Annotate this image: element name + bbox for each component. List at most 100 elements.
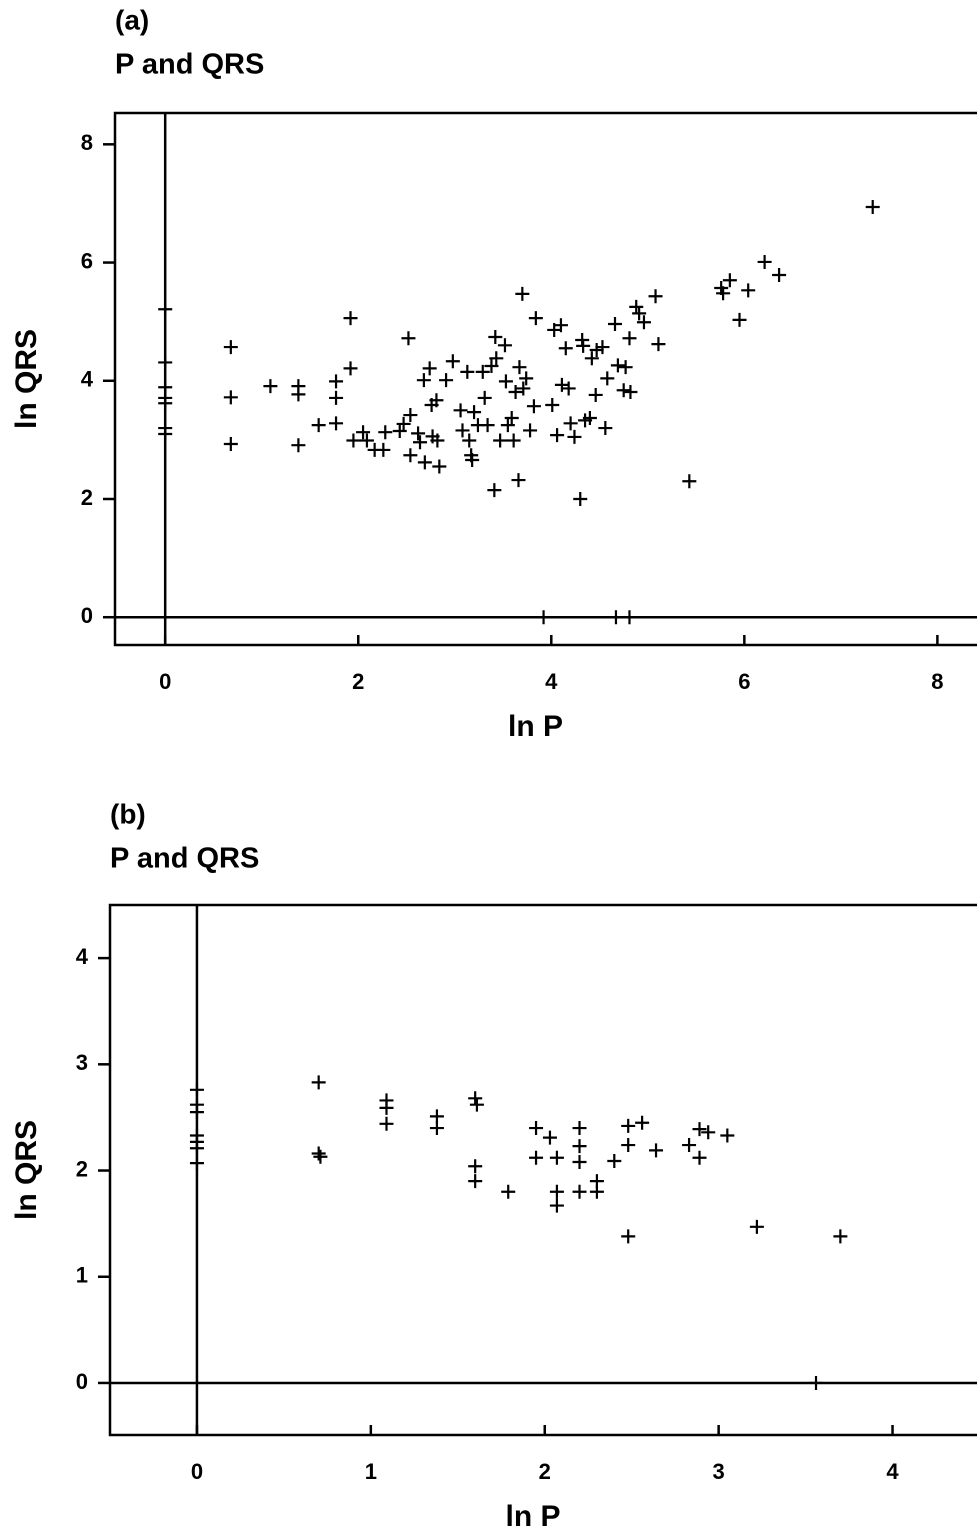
point <box>223 390 238 405</box>
point <box>865 199 880 214</box>
point <box>616 383 631 398</box>
point <box>757 254 772 269</box>
panel-label: (b) <box>110 798 146 829</box>
point <box>263 379 278 394</box>
point <box>529 1121 544 1136</box>
point <box>549 1150 564 1165</box>
point <box>469 1097 484 1112</box>
point <box>417 455 432 470</box>
point <box>621 1138 636 1153</box>
point <box>468 1159 483 1174</box>
point <box>411 426 426 441</box>
point <box>648 289 663 304</box>
point <box>158 426 173 441</box>
point <box>809 1375 824 1390</box>
point <box>621 1118 636 1133</box>
point <box>467 405 482 420</box>
point <box>649 1143 664 1158</box>
point <box>455 423 470 438</box>
point <box>311 1075 326 1090</box>
point <box>392 424 407 439</box>
y-tick-label: 1 <box>76 1263 88 1288</box>
point <box>682 1138 697 1153</box>
point <box>484 358 499 373</box>
point <box>359 433 374 448</box>
x-tick-label: 1 <box>365 1459 377 1484</box>
point <box>379 1100 394 1115</box>
x-tick-label: 0 <box>191 1459 203 1484</box>
point <box>422 361 437 376</box>
y-tick-label: 0 <box>76 1369 88 1394</box>
point <box>519 371 534 386</box>
point <box>480 418 495 433</box>
point <box>413 435 428 450</box>
point <box>610 358 625 373</box>
point <box>416 373 431 388</box>
point <box>582 411 597 426</box>
point <box>741 283 756 298</box>
point <box>749 1219 764 1234</box>
point <box>595 340 610 355</box>
point <box>600 371 615 386</box>
y-tick-label: 3 <box>76 1050 88 1075</box>
point <box>572 1155 587 1170</box>
point <box>158 355 173 370</box>
point <box>430 433 445 448</box>
point <box>329 374 344 389</box>
point <box>468 1091 483 1106</box>
point <box>622 331 637 346</box>
point <box>501 1184 516 1199</box>
point <box>618 360 633 375</box>
y-tick-label: 6 <box>81 248 93 273</box>
point <box>376 442 391 457</box>
point <box>311 418 326 433</box>
y-tick-label: 0 <box>81 603 93 628</box>
point <box>439 373 454 388</box>
point <box>588 387 603 402</box>
point <box>511 473 526 488</box>
x-tick-label: 2 <box>539 1459 551 1484</box>
point <box>607 1153 622 1168</box>
y-tick-label: 4 <box>81 367 94 392</box>
point <box>475 364 490 379</box>
point <box>589 343 604 358</box>
x-axis-label: ln P <box>508 710 563 743</box>
x-tick-label: 6 <box>738 669 750 694</box>
point <box>720 1128 735 1143</box>
x-tick-label: 4 <box>545 669 558 694</box>
point <box>477 390 492 405</box>
point <box>632 306 647 321</box>
point <box>701 1125 716 1140</box>
point <box>567 429 582 444</box>
x-tick-label: 4 <box>886 1459 899 1484</box>
point <box>635 1115 650 1130</box>
point <box>489 351 504 366</box>
point <box>589 1184 604 1199</box>
point <box>607 317 622 332</box>
point <box>498 374 513 389</box>
point <box>497 338 512 353</box>
y-tick-label: 2 <box>81 485 93 510</box>
point <box>189 1082 204 1097</box>
point <box>493 433 508 448</box>
point <box>563 416 578 431</box>
point <box>343 361 358 376</box>
point <box>651 337 666 352</box>
point <box>432 459 447 474</box>
point <box>516 381 531 396</box>
point <box>488 330 503 345</box>
point <box>542 1130 557 1145</box>
point <box>554 377 569 392</box>
point <box>722 273 737 288</box>
point <box>189 1141 204 1156</box>
y-axis-label: ln QRS <box>10 329 43 429</box>
point <box>311 1146 326 1161</box>
point <box>429 393 444 408</box>
point <box>550 428 565 443</box>
point <box>561 381 576 396</box>
point <box>379 1116 394 1131</box>
point <box>346 433 361 448</box>
point <box>465 452 480 467</box>
point <box>487 483 502 498</box>
